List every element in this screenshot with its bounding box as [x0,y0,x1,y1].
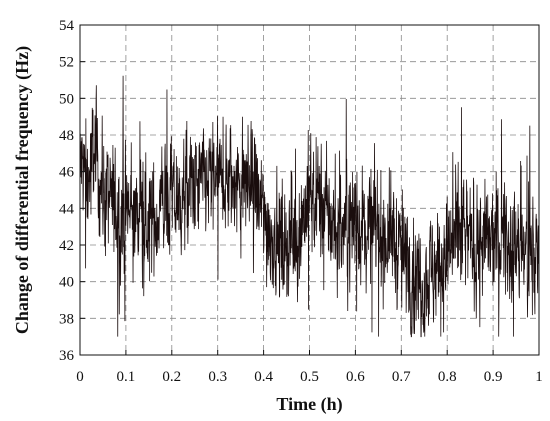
x-tick-label: 0.9 [484,369,503,385]
x-tick-label: 1 [535,369,543,385]
x-tick-label: 0.5 [300,369,319,385]
y-tick-label: 38 [59,311,74,327]
x-tick-label: 0.6 [346,369,365,385]
x-tick-label: 0.1 [117,369,136,385]
x-axis-title: Time (h) [276,394,342,415]
x-tick-label: 0.4 [254,369,273,385]
x-tick-label: 0.2 [162,369,181,385]
series-line-group [79,75,540,338]
y-tick-label: 48 [59,128,74,144]
y-tick-label: 50 [59,91,74,107]
y-tick-label: 36 [59,348,75,364]
x-tick-label: 0.3 [208,369,227,385]
x-tick-label: 0 [76,369,84,385]
x-ticks: 0 0.1 0.2 0.3 0.4 0.5 0.6 0.7 0.8 0.9 1 [76,350,543,385]
y-ticks: 36 38 40 42 44 46 48 50 52 54 [59,18,85,364]
y-tick-label: 54 [59,18,75,34]
x-tick-label: 0.7 [392,369,411,385]
y-tick-label: 44 [59,201,75,217]
y-tick-label: 46 [59,165,75,181]
series-line [79,75,540,338]
y-tick-label: 42 [59,238,74,254]
y-tick-label: 40 [59,275,74,291]
x-tick-label: 0.8 [438,369,457,385]
y-tick-label: 52 [59,55,74,71]
y-axis-title: Change of differential frequency (Hz) [12,46,33,334]
